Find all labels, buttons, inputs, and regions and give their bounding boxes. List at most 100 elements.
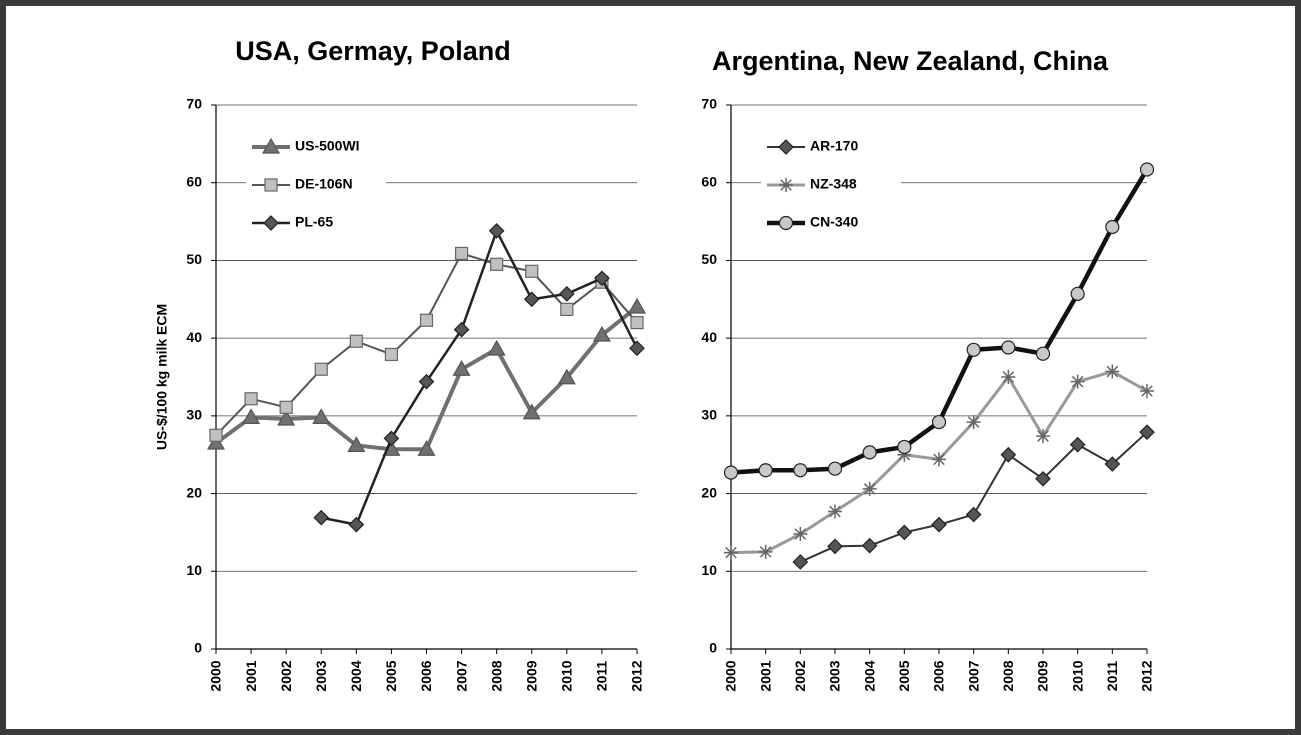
marker <box>792 554 809 570</box>
x-tick-label: 2001 <box>243 660 259 691</box>
legend-label: US-500WI <box>295 138 360 154</box>
y-tick-label: 40 <box>186 329 202 345</box>
marker <box>244 392 258 406</box>
x-tick-label: 2012 <box>629 660 645 691</box>
marker <box>384 347 399 362</box>
marker <box>827 538 843 555</box>
y-tick-label: 0 <box>709 640 717 656</box>
x-tick-label: 2000 <box>208 660 224 691</box>
marker <box>1140 383 1154 398</box>
marker <box>209 428 223 442</box>
marker <box>487 339 506 356</box>
marker <box>348 516 365 533</box>
marker <box>453 321 470 338</box>
marker <box>931 516 947 533</box>
chart-title: USA, Germay, Poland <box>235 36 511 66</box>
y-tick-label: 70 <box>701 96 717 112</box>
y-tick-label: 30 <box>186 407 202 423</box>
marker <box>1001 340 1016 355</box>
marker <box>1036 429 1050 444</box>
x-tick-label: 2007 <box>965 660 981 691</box>
x-tick-label: 2010 <box>559 660 575 691</box>
x-tick-label: 2009 <box>523 660 539 691</box>
marker <box>1104 456 1121 472</box>
x-tick-label: 2003 <box>313 660 329 691</box>
marker <box>931 414 947 430</box>
x-tick-label: 2011 <box>1104 661 1120 692</box>
marker <box>525 264 539 278</box>
marker <box>630 316 644 330</box>
marker <box>557 368 576 385</box>
y-tick-label: 20 <box>701 484 717 500</box>
marker <box>793 463 808 478</box>
marker <box>896 524 913 541</box>
y-tick-label: 10 <box>701 562 717 578</box>
marker <box>312 408 331 425</box>
marker <box>452 360 471 376</box>
x-tick-label: 2002 <box>792 660 808 691</box>
marker <box>279 400 293 414</box>
marker <box>1035 346 1051 361</box>
marker <box>349 334 363 348</box>
x-tick-label: 2010 <box>1069 660 1085 691</box>
y-tick-label: 10 <box>186 562 202 578</box>
y-tick-label: 20 <box>186 484 202 500</box>
marker <box>1069 436 1086 453</box>
marker <box>627 297 647 314</box>
x-tick-label: 2002 <box>278 660 294 691</box>
marker <box>897 447 912 462</box>
marker <box>897 439 912 455</box>
legend-label: AR-170 <box>810 138 858 154</box>
marker <box>965 506 982 523</box>
marker <box>862 445 877 460</box>
legend-marker <box>778 139 794 155</box>
x-tick-label: 2009 <box>1035 660 1051 691</box>
legend-label: DE-106N <box>295 176 353 192</box>
legend-marker <box>778 215 794 231</box>
marker <box>629 340 645 357</box>
legend-marker <box>263 215 279 231</box>
x-tick-label: 2004 <box>348 660 364 691</box>
x-tick-label: 2011 <box>594 661 610 692</box>
marker <box>966 342 981 357</box>
marker <box>419 313 434 327</box>
marker <box>1139 162 1155 177</box>
y-tick-label: 50 <box>701 251 717 267</box>
marker <box>488 223 505 239</box>
legend-label: CN-340 <box>810 214 858 230</box>
marker <box>1000 446 1017 463</box>
marker <box>277 409 296 426</box>
x-tick-label: 2004 <box>861 660 877 691</box>
y-tick-label: 0 <box>194 640 202 656</box>
x-tick-label: 2000 <box>723 660 739 691</box>
x-tick-label: 2005 <box>896 660 912 691</box>
marker <box>418 373 435 390</box>
legend-label: PL-65 <box>295 214 333 230</box>
marker <box>758 463 773 478</box>
y-tick-label: 60 <box>186 173 202 189</box>
marker <box>383 430 400 447</box>
marker <box>522 403 541 420</box>
legend-marker <box>779 178 793 192</box>
x-tick-label: 2012 <box>1139 660 1155 691</box>
marker <box>523 291 540 308</box>
marker <box>1035 470 1051 487</box>
marker <box>490 257 504 271</box>
marker <box>558 285 575 302</box>
marker <box>966 415 981 430</box>
marker <box>347 436 366 452</box>
x-tick-label: 2006 <box>931 660 947 691</box>
marker <box>861 537 878 554</box>
y-axis-label: US-$/100 kg milk ECM <box>154 304 170 450</box>
marker <box>758 544 773 559</box>
marker <box>454 246 469 261</box>
marker <box>1070 374 1085 389</box>
y-tick-label: 60 <box>701 173 717 189</box>
marker <box>827 461 843 476</box>
legend-marker <box>264 178 278 192</box>
marker <box>1070 286 1085 301</box>
x-tick-label: 2003 <box>827 660 843 691</box>
marker <box>723 465 739 480</box>
